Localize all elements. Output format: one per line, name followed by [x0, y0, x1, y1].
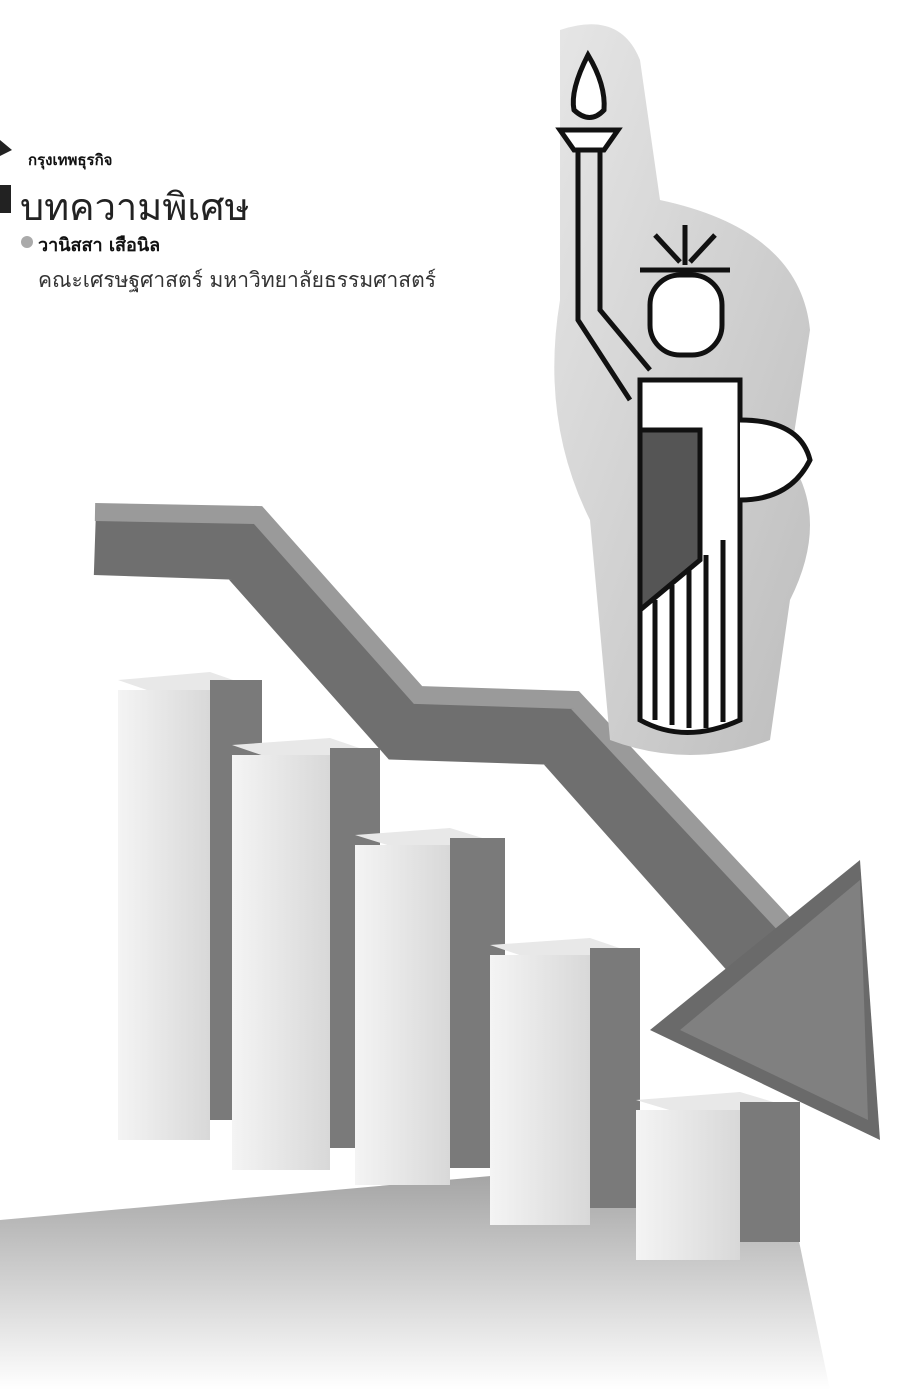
tablet-hand	[739, 417, 813, 503]
floor	[0, 1150, 830, 1390]
down-arrow	[93, 503, 880, 1140]
flag-stars	[637, 427, 703, 616]
head	[647, 272, 725, 358]
logo-mark	[0, 140, 33, 248]
crown	[640, 225, 730, 273]
bar-face	[118, 690, 210, 1140]
statue-icon	[554, 24, 813, 756]
brand: กรุงเทพธุรกิจ	[28, 151, 113, 169]
flame	[570, 49, 607, 120]
bar-face	[232, 755, 330, 1170]
bar-face	[355, 845, 450, 1185]
bullet	[21, 236, 33, 248]
logo-bar	[0, 185, 11, 213]
bar-side	[740, 1102, 800, 1242]
bar-face	[636, 1110, 740, 1260]
bars	[118, 672, 800, 1260]
flag-stripes	[652, 540, 726, 728]
logo-tick	[0, 140, 12, 156]
arrow-head-face	[680, 880, 868, 1120]
bar-face	[490, 955, 590, 1225]
section-title: บทความพิเศษ	[20, 185, 250, 229]
bar-side	[590, 948, 640, 1208]
arm	[575, 150, 652, 402]
torch	[555, 127, 623, 153]
arrow-top	[94, 503, 792, 932]
author: วานิสสา เสือนิล	[38, 235, 161, 256]
arrow-body	[93, 505, 787, 979]
affiliation: คณะเศรษฐศาสตร์ มหาวิทยาลัยธรรมศาสตร์	[38, 268, 437, 292]
